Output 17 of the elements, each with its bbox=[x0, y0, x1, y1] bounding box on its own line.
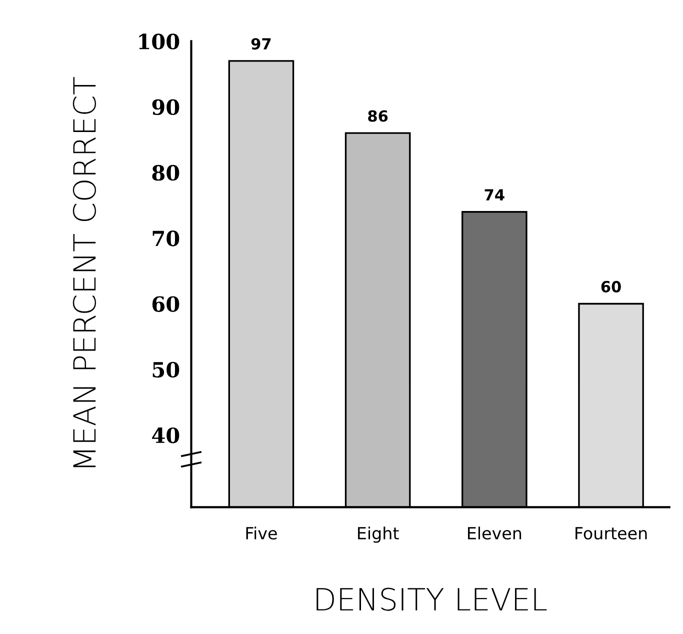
y-tick-label: 100 bbox=[139, 34, 180, 50]
y-tick-label: 60 bbox=[152, 296, 180, 312]
y-tick-label: 40 bbox=[152, 427, 180, 444]
data-label: 97 bbox=[251, 38, 271, 50]
x-tick-label: Fourteen bbox=[576, 527, 647, 540]
x-axis-title: DENSITY LEVEL bbox=[316, 588, 547, 611]
y-axis-title: MEAN PERCENT CORRECT bbox=[72, 77, 96, 468]
y-tick-label: 90 bbox=[152, 99, 180, 116]
y-tick-label: 50 bbox=[152, 362, 180, 378]
y-tick-label: 70 bbox=[152, 230, 180, 246]
x-tick-label: Eleven bbox=[468, 526, 522, 540]
data-label: 74 bbox=[484, 189, 504, 200]
data-label: 86 bbox=[368, 110, 388, 122]
x-tick-label: Eight bbox=[358, 526, 399, 543]
y-tick-label: 80 bbox=[152, 164, 180, 181]
x-tick-label: Five bbox=[246, 526, 277, 540]
data-label: 60 bbox=[601, 280, 621, 292]
